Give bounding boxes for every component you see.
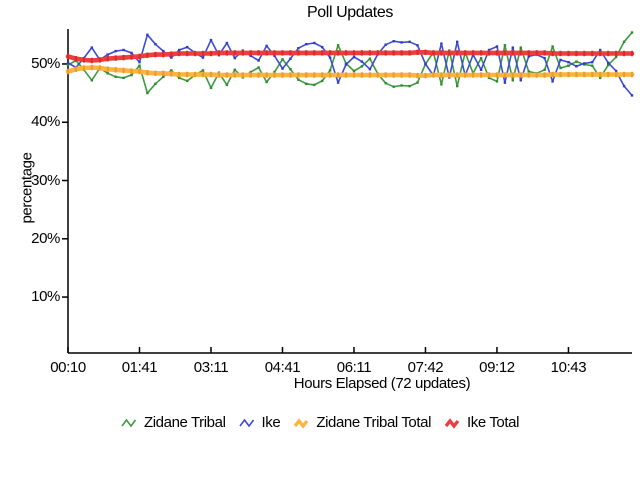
x-tick-label: 01:41 — [121, 359, 158, 376]
legend-item-ike-total: Ike Total — [444, 414, 519, 431]
zidane-tribal-line-swatch-icon — [121, 418, 137, 427]
ike-total-line-swatch-icon — [444, 417, 460, 429]
x-tick-label: 07:42 — [407, 359, 444, 376]
y-tick-label: 50% — [31, 54, 60, 72]
y-tick-label: 30% — [31, 171, 60, 189]
x-tick-label: 00:10 — [50, 359, 86, 376]
legend-item-zidane-tribal: Zidane Tribal — [121, 414, 226, 431]
x-tick-label: 04:41 — [264, 359, 301, 376]
x-tick-label: 09:12 — [479, 359, 515, 376]
legend-label: Zidane Tribal Total — [316, 414, 432, 431]
legend-label: Ike Total — [467, 414, 520, 431]
x-tick-label: 03:11 — [193, 359, 229, 376]
legend-item-ike: Ike — [238, 414, 281, 431]
ike-line-swatch-icon — [238, 418, 254, 427]
legend: Zidane Tribal Ike Zidane Tribal Total Ik… — [0, 414, 640, 431]
legend-label: Zidane Tribal — [143, 414, 226, 431]
chart-title: Poll Updates — [307, 4, 393, 21]
legend-item-zidane-tribal-total: Zidane Tribal Total — [293, 414, 431, 431]
y-tick-label: 20% — [31, 229, 60, 247]
zidane-tribal-total-line-swatch-icon — [293, 417, 309, 429]
x-tick-label: 10:43 — [550, 359, 587, 376]
legend-label: Ike — [261, 414, 281, 431]
y-tick-label: 10% — [31, 288, 60, 306]
x-axis-title: Hours Elapsed (72 updates) — [293, 375, 471, 392]
y-tick-label: 40% — [31, 113, 60, 131]
x-tick-label: 06:11 — [336, 359, 372, 376]
